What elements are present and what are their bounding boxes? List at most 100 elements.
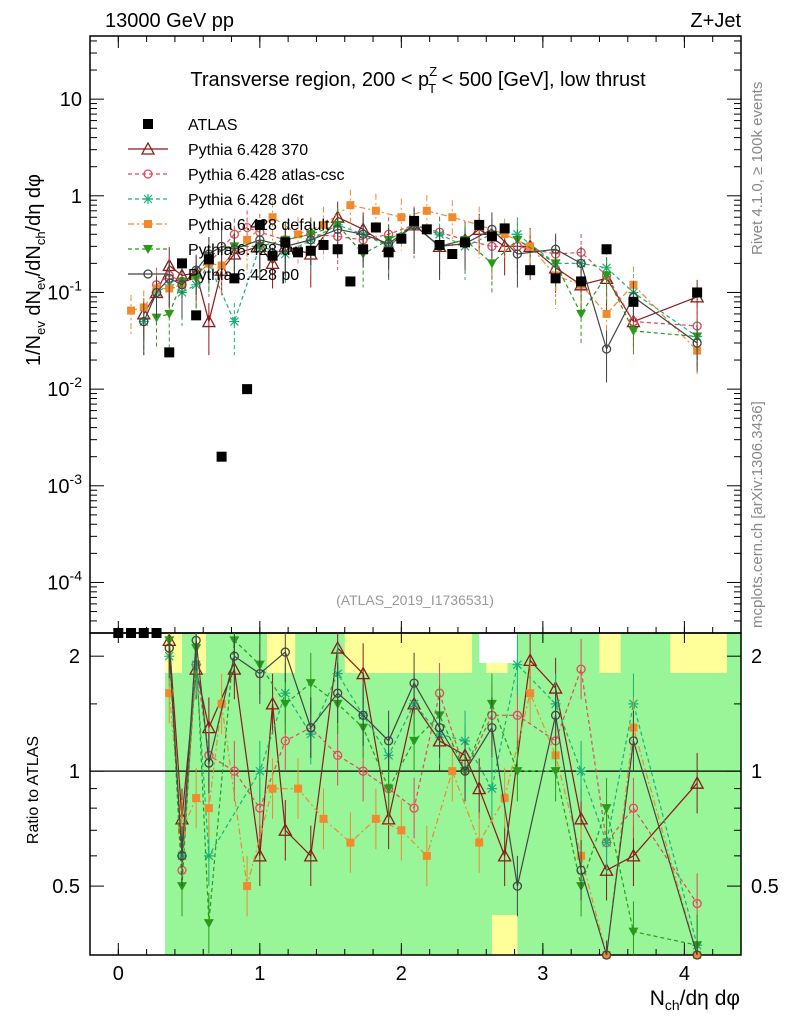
legend-label: Pythia 6.428 p0 <box>188 267 299 284</box>
side-mcplots-text: mcplots.cern.ch [arXiv:1306.3436] <box>749 401 766 628</box>
atlas-point <box>318 239 329 250</box>
data-point <box>692 338 702 348</box>
data-point <box>151 313 162 323</box>
x-tick-label: 2 <box>396 963 407 985</box>
y-tick-label: 10-3 <box>47 471 82 498</box>
ratio-point <box>255 669 265 679</box>
data-point <box>229 316 240 327</box>
legend-label: ATLAS <box>188 117 238 134</box>
ratio-point <box>229 651 240 661</box>
data-point <box>164 309 175 319</box>
ratio-point <box>191 635 201 646</box>
header-process: Z+Jet <box>690 10 741 32</box>
series-line <box>156 224 698 338</box>
data-point <box>255 235 265 245</box>
x-tick-label: 0 <box>113 963 124 985</box>
ratio-point <box>409 803 419 813</box>
ratio-line <box>168 691 698 956</box>
ratio-point <box>512 710 523 720</box>
ratio-point <box>397 826 406 835</box>
data-point <box>397 213 406 222</box>
ratio-point <box>305 679 316 689</box>
legend-label: Pythia 6.428 d6t <box>188 192 304 209</box>
legend-label: Pythia 6.428 dw <box>188 242 302 259</box>
header-energy: 13000 GeV pp <box>105 10 234 32</box>
ratio-point <box>252 848 267 862</box>
ratio-point <box>409 736 420 746</box>
data-point <box>201 314 216 328</box>
ratio-point <box>383 784 394 794</box>
legend-label: Pythia 6.428 370 <box>188 142 308 159</box>
ratio-point <box>164 643 174 653</box>
data-point <box>265 256 280 270</box>
ratio-point <box>409 678 419 688</box>
ratio-point <box>512 767 523 777</box>
legend-marker <box>143 119 153 129</box>
ratio-point <box>165 689 174 698</box>
ratio-point <box>500 794 509 803</box>
ratio-band-yellow <box>344 633 473 673</box>
ratio-uncertainty-bands <box>165 633 741 955</box>
ratio-point <box>576 766 587 777</box>
ratio-point <box>576 865 586 875</box>
data-point <box>526 242 535 251</box>
legend-marker <box>143 169 153 179</box>
atlas-point <box>447 249 458 260</box>
ratio-point <box>383 736 394 746</box>
ratio-point <box>280 699 291 709</box>
ratio-band-green <box>165 633 741 955</box>
ratio-point <box>243 882 252 891</box>
atlas-point <box>525 265 536 276</box>
atlas-point <box>293 247 304 258</box>
data-point <box>243 235 252 244</box>
atlas-point <box>332 244 343 255</box>
data-point <box>216 241 227 251</box>
data-point <box>306 235 316 245</box>
ratio-point <box>422 851 431 860</box>
data-point <box>601 344 612 354</box>
atlas-data-layer <box>113 215 703 638</box>
ratio-band-yellow <box>196 633 207 673</box>
ratio-point <box>280 647 290 657</box>
ratio-band-yellow <box>599 633 621 673</box>
ratio-tick-label-right: 0.5 <box>751 876 779 898</box>
atlas-point <box>176 258 187 269</box>
ratio-point <box>204 758 214 768</box>
ratio-point <box>628 736 639 746</box>
ratio-point <box>599 862 614 876</box>
ratio-point <box>692 950 702 960</box>
atlas-point <box>203 254 214 265</box>
ratio-point <box>356 666 371 680</box>
ratio-point <box>254 766 265 777</box>
ratio-point <box>472 781 487 795</box>
x-axis-label: Nch/dη dφ <box>650 987 740 1013</box>
ratio-point <box>280 736 290 746</box>
ratio-point <box>626 848 641 862</box>
ratio-tick-label-right: 1 <box>751 761 762 783</box>
ratio-point <box>628 927 639 937</box>
data-point <box>164 273 174 283</box>
ratio-point <box>690 775 705 789</box>
atlas-point <box>242 384 253 395</box>
analysis-watermark: (ATLAS_2019_I1736531) <box>336 592 494 608</box>
ratio-point <box>487 722 497 733</box>
ratio-point <box>448 767 457 776</box>
atlas-point <box>692 287 703 298</box>
legend-marker <box>143 245 153 254</box>
ratio-layer <box>162 633 705 960</box>
data-point <box>358 229 368 239</box>
ratio-line <box>168 656 698 946</box>
ratio-point <box>358 766 368 776</box>
ratio-band-gap <box>479 633 518 663</box>
plot-title: Transverse region, 200 < pZ T < 500 [GeV]… <box>190 64 646 96</box>
ratio-point <box>512 659 523 670</box>
y-tick-label: 10-1 <box>47 277 82 304</box>
atlas-point <box>460 237 471 248</box>
atlas-point <box>370 222 381 233</box>
data-point <box>371 206 380 215</box>
legend-label: Pythia 6.428 atlas-csc <box>188 167 345 184</box>
x-tick-label: 1 <box>254 963 265 985</box>
data-point <box>500 230 509 239</box>
ratio-plot-frame <box>89 632 742 956</box>
atlas-point <box>499 223 510 234</box>
